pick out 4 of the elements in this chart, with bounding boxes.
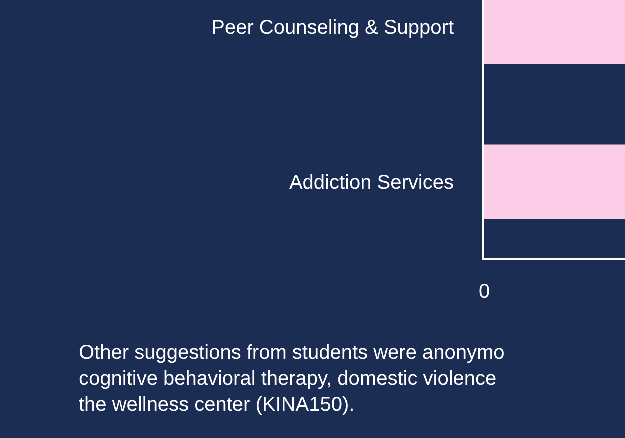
text: 0 <box>479 281 490 303</box>
y-tick-label: Peer Counseling & Support <box>212 16 454 39</box>
y-tick-label: Addiction Services <box>289 172 454 194</box>
text: Other suggestions from students were anonymo cognitive behavioral therapy, domestic violence the wellness center (KINA150). <box>79 342 505 416</box>
